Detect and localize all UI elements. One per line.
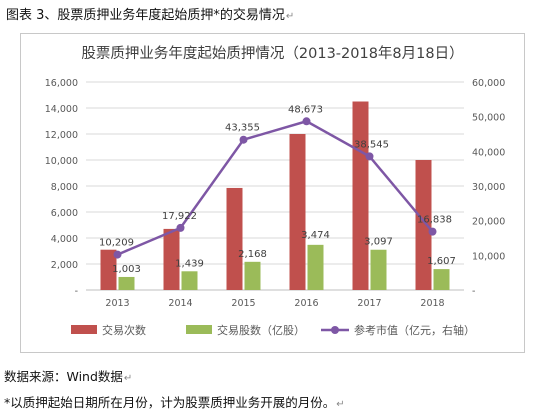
data-label-trade-shares: 3,474 [301, 230, 330, 241]
y-right-tick-label: 50,000 [472, 113, 505, 124]
y-right-tick-label: 20,000 [472, 217, 505, 228]
line-point-market-value [365, 152, 374, 161]
line-point-market-value [428, 227, 437, 236]
y-left-tick-label: 12,000 [45, 130, 78, 141]
y-right-tick-label: 40,000 [472, 147, 505, 158]
line-point-market-value [113, 250, 122, 259]
x-tick-label: 2017 [357, 298, 381, 309]
figure-caption-text: 图表 3、股票质押业务年度起始质押*的交易情况 [6, 8, 285, 23]
data-source-text: 数据来源：Wind数据 [4, 369, 123, 384]
legend-marker [331, 326, 339, 334]
data-label-trade-shares: 2,168 [238, 249, 267, 260]
data-label-market-value: 48,673 [288, 104, 323, 115]
line-point-market-value [239, 135, 248, 144]
bar-trade-count [352, 101, 369, 290]
legend-label: 交易次数 [102, 323, 146, 337]
y-right-tick-label: - [472, 286, 475, 297]
y-left-tick-label: 10,000 [45, 156, 78, 167]
bar-trade-shares [433, 269, 450, 290]
legend-label: 交易股数（亿股） [217, 323, 305, 337]
bar-trade-shares [118, 276, 135, 290]
chart-container: 股票质押业务年度起始质押情况（2013-2018年8月18日） - 2,000 4,… [20, 33, 525, 353]
chart-plot: - 2,000 4,000 6,000 8,000 10,000 12,000 14,000 1… [45, 78, 506, 337]
line-market-value [117, 119, 434, 256]
paragraph-mark-icon: ↵ [285, 11, 295, 22]
y-left-tick-label: - [75, 286, 78, 297]
bar-trade-shares [370, 249, 387, 290]
bar-trade-shares [181, 271, 198, 290]
data-label-trade-shares: 1,439 [175, 258, 204, 269]
bar-trade-shares [307, 244, 324, 290]
bar-trade-count [415, 160, 432, 290]
y-left-tick-label: 8,000 [51, 182, 78, 193]
data-label-trade-shares: 1,607 [427, 256, 456, 267]
x-tick-label: 2013 [105, 298, 129, 309]
bar-trade-count [289, 134, 306, 290]
data-label-trade-shares: 3,097 [364, 237, 393, 248]
bar-trade-count [163, 228, 180, 290]
x-tick-label: 2018 [420, 298, 444, 309]
y-right-tick-label: 60,000 [472, 78, 505, 89]
chart-title: 股票质押业务年度起始质押情况（2013-2018年8月18日） [81, 46, 464, 62]
y-left-tick-label: 6,000 [51, 208, 78, 219]
footnote: *以质押起始日期所在月份，计为股票质押业务开展的月份。↵ [4, 392, 345, 411]
legend-swatch [186, 325, 212, 334]
bar-trade-shares [244, 261, 261, 290]
data-source: 数据来源：Wind数据↵ [4, 366, 132, 385]
data-label-trade-shares: 1,003 [112, 264, 141, 275]
y-left-tick-label: 4,000 [51, 234, 78, 245]
legend-swatch [71, 325, 97, 334]
data-label-market-value: 10,209 [99, 238, 134, 249]
line-point-market-value [302, 117, 311, 126]
x-tick-label: 2016 [294, 298, 318, 309]
y-right-tick-label: 10,000 [472, 251, 505, 262]
bar-trade-count [100, 249, 117, 290]
x-tick-label: 2014 [168, 298, 192, 309]
x-tick-label: 2015 [231, 298, 255, 309]
line-point-market-value [176, 223, 185, 232]
paragraph-mark-icon: ↵ [336, 399, 345, 410]
data-label-market-value: 43,355 [225, 123, 260, 134]
footnote-text: *以质押起始日期所在月份，计为股票质押业务开展的月份。 [4, 395, 336, 410]
legend-label: 参考市值（亿元，右轴） [354, 323, 475, 337]
y-left-tick-label: 14,000 [45, 104, 78, 115]
y-left-tick-label: 16,000 [45, 78, 78, 89]
y-left-tick-label: 2,000 [51, 260, 78, 271]
bar-trade-count [226, 187, 243, 290]
figure-caption: 图表 3、股票质押业务年度起始质押*的交易情况↵ [6, 4, 294, 23]
data-label-market-value: 17,922 [162, 211, 197, 222]
data-label-market-value: 38,545 [354, 139, 389, 150]
y-right-tick-label: 30,000 [472, 182, 505, 193]
paragraph-mark-icon: ↵ [123, 373, 133, 384]
data-label-market-value: 16,838 [417, 215, 452, 226]
